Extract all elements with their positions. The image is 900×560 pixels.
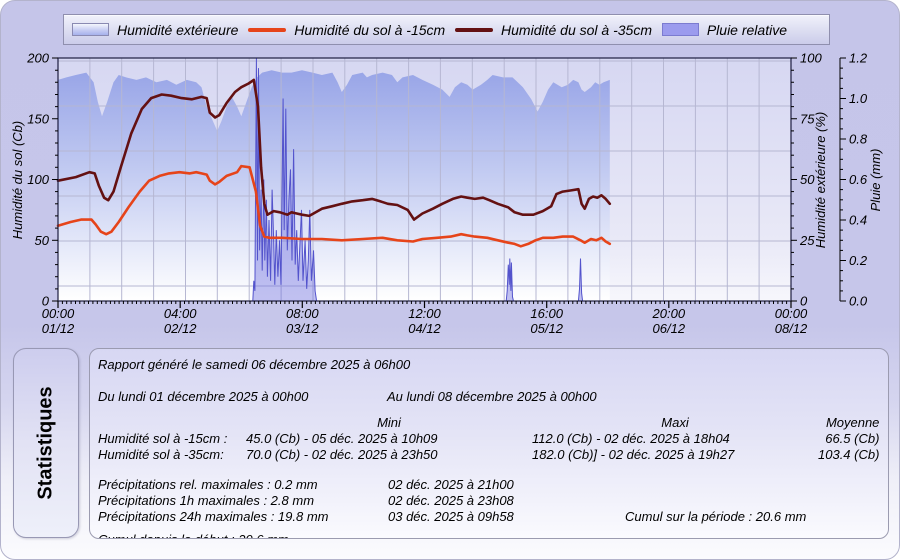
row-moyenne: 66.5 (Cb) [825,431,880,446]
period-from-text: Du lundi 01 décembre 2025 à 00h00 [98,389,309,404]
svg-text:0.2: 0.2 [849,253,868,268]
svg-text:100: 100 [800,51,822,66]
col-header-maxi: Maxi [661,415,689,430]
legend-label: Pluie relative [706,21,787,38]
humidity-chart: 00:00 01/12 04:00 02/12 08:00 03/12 12:00 04/12… [1,1,899,346]
rain-axis-ticks [839,57,846,302]
precip-extra [625,477,875,493]
minmax-table: Mini Maxi Moyenne Humidité sol à -15cm :… [98,415,879,463]
row-label: Humidité sol à -15cm : [98,431,228,446]
x-minor-ticks [61,301,788,304]
statistics-panel: Rapport généré le samedi 06 décembre 202… [89,348,889,539]
precip-date: 02 déc. 2025 à 21h00 [388,477,514,492]
humidity-axis-title: Humidité extérieure (%) [813,112,828,249]
precip-date: 03 déc. 2025 à 09h58 [388,509,514,524]
svg-text:100: 100 [27,172,49,187]
svg-text:20:00: 20:00 [652,306,686,321]
svg-text:0.6: 0.6 [849,172,868,187]
line-swatch-icon [455,27,494,32]
col-header-mini: Mini [377,415,401,430]
row-label: Humidité sol à -35cm: [98,447,224,462]
svg-text:1.0: 1.0 [849,91,868,106]
legend-item-sol-35cm[interactable]: Humidité du sol à -35cm [455,22,652,38]
chart-legend: Humidité extérieure Humidité du sol à -1… [63,14,830,45]
svg-text:200: 200 [26,51,49,66]
legend-item-pluie-relative[interactable]: Pluie relative [661,21,787,38]
row-maxi: 182.0 (Cb)] - 02 déc. 2025 à 19h27 [532,447,735,462]
row-maxi: 112.0 (Cb) - 02 déc. 2025 à 18h04 [532,431,730,446]
clipped-cumul-line: Cumul depuis le début : 20.6 mm [98,532,289,538]
svg-text:04/12: 04/12 [408,321,441,336]
svg-text:0.4: 0.4 [849,213,867,228]
statistics-tab-label: Statistiques [34,386,57,500]
row-moyenne: 103.4 (Cb) [818,447,880,462]
left-axis-labels: 0 50 100 150 200 [26,51,49,309]
area-swatch-icon [72,23,109,36]
row-mini: 45.0 (Cb) - 05 déc. 2025 à 10h09 [246,431,438,446]
x-major-ticks [57,301,792,308]
svg-text:0.8: 0.8 [849,132,868,147]
x-tick-labels: 00:0001/1204:0002/1208:0003/1212:0004/12… [42,306,808,336]
legend-label: Humidité du sol à -35cm [501,21,652,38]
precip-date: 02 déc. 2025 à 23h08 [388,493,514,508]
precip-label: Précipitations rel. maximales : 0.2 mm [98,477,318,492]
row-mini: 70.0 (Cb) - 02 déc. 2025 à 23h50 [246,447,438,462]
svg-text:05/12: 05/12 [530,321,563,336]
precip-extra [625,493,875,509]
precip-extra: Cumul sur la période : 20.6 mm [625,509,807,524]
svg-text:0: 0 [800,294,808,309]
svg-text:150: 150 [27,111,49,126]
svg-text:00:00: 00:00 [42,306,75,321]
table-corner [98,415,246,431]
legend-item-sol-15cm[interactable]: Humidité du sol à -15cm [248,22,445,38]
humidity-axis-labels: 0 25 50 75 100 [799,51,822,309]
rain-axis-labels: 0.0 0.2 0.4 0.6 0.8 1.0 1.2 [849,51,868,309]
svg-text:01/12: 01/12 [42,321,75,336]
humidity-axis-ticks [791,57,797,302]
svg-text:03/12: 03/12 [286,321,319,336]
legend-label: Humidité du sol à -15cm [294,21,446,38]
svg-text:75: 75 [800,111,815,126]
chart-canvas: 00:0001/1204:0002/1208:0003/1212:0004/12… [10,51,883,337]
svg-text:16:00: 16:00 [530,306,563,321]
legend-item-humidite-exterieure[interactable]: Humidité extérieure [72,22,238,38]
svg-text:12:00: 12:00 [408,306,441,321]
svg-text:02/12: 02/12 [164,321,197,336]
svg-text:50: 50 [35,233,50,248]
statistics-tab[interactable]: Statistiques [13,348,79,538]
svg-text:0: 0 [42,294,50,309]
svg-text:08/12: 08/12 [775,321,808,336]
svg-text:06/12: 06/12 [653,321,686,336]
rain-axis-title: Pluie (mm) [868,149,883,212]
bar-swatch-icon [661,23,699,36]
period-to-text: Au lundi 08 décembre 2025 à 00h00 [387,389,597,404]
svg-text:50: 50 [800,172,815,187]
svg-text:25: 25 [799,233,815,248]
svg-text:08:00: 08:00 [286,306,319,321]
left-axis-ticks [52,57,58,302]
report-generated-text: Rapport généré le samedi 06 décembre 202… [98,357,411,372]
svg-text:0.0: 0.0 [849,294,868,309]
col-header-moyenne: Moyenne [825,415,880,430]
svg-text:1.2: 1.2 [849,51,868,66]
line-swatch-icon [248,27,287,32]
humidity-ext-area [58,70,610,301]
svg-text:04:00: 04:00 [164,306,197,321]
precip-label: Précipitations 24h maximales : 19.8 mm [98,509,329,524]
soil-35cm-line [56,78,612,221]
left-axis-title: Humidité du sol (Cb) [10,121,25,240]
legend-label: Humidité extérieure [117,21,239,38]
precip-label: Précipitations 1h maximales : 2.8 mm [98,493,315,508]
svg-text:00:00: 00:00 [775,306,808,321]
precipitation-table: Précipitations rel. maximales : 0.2 mm 0… [98,477,875,525]
soil-15cm-line [56,164,612,248]
